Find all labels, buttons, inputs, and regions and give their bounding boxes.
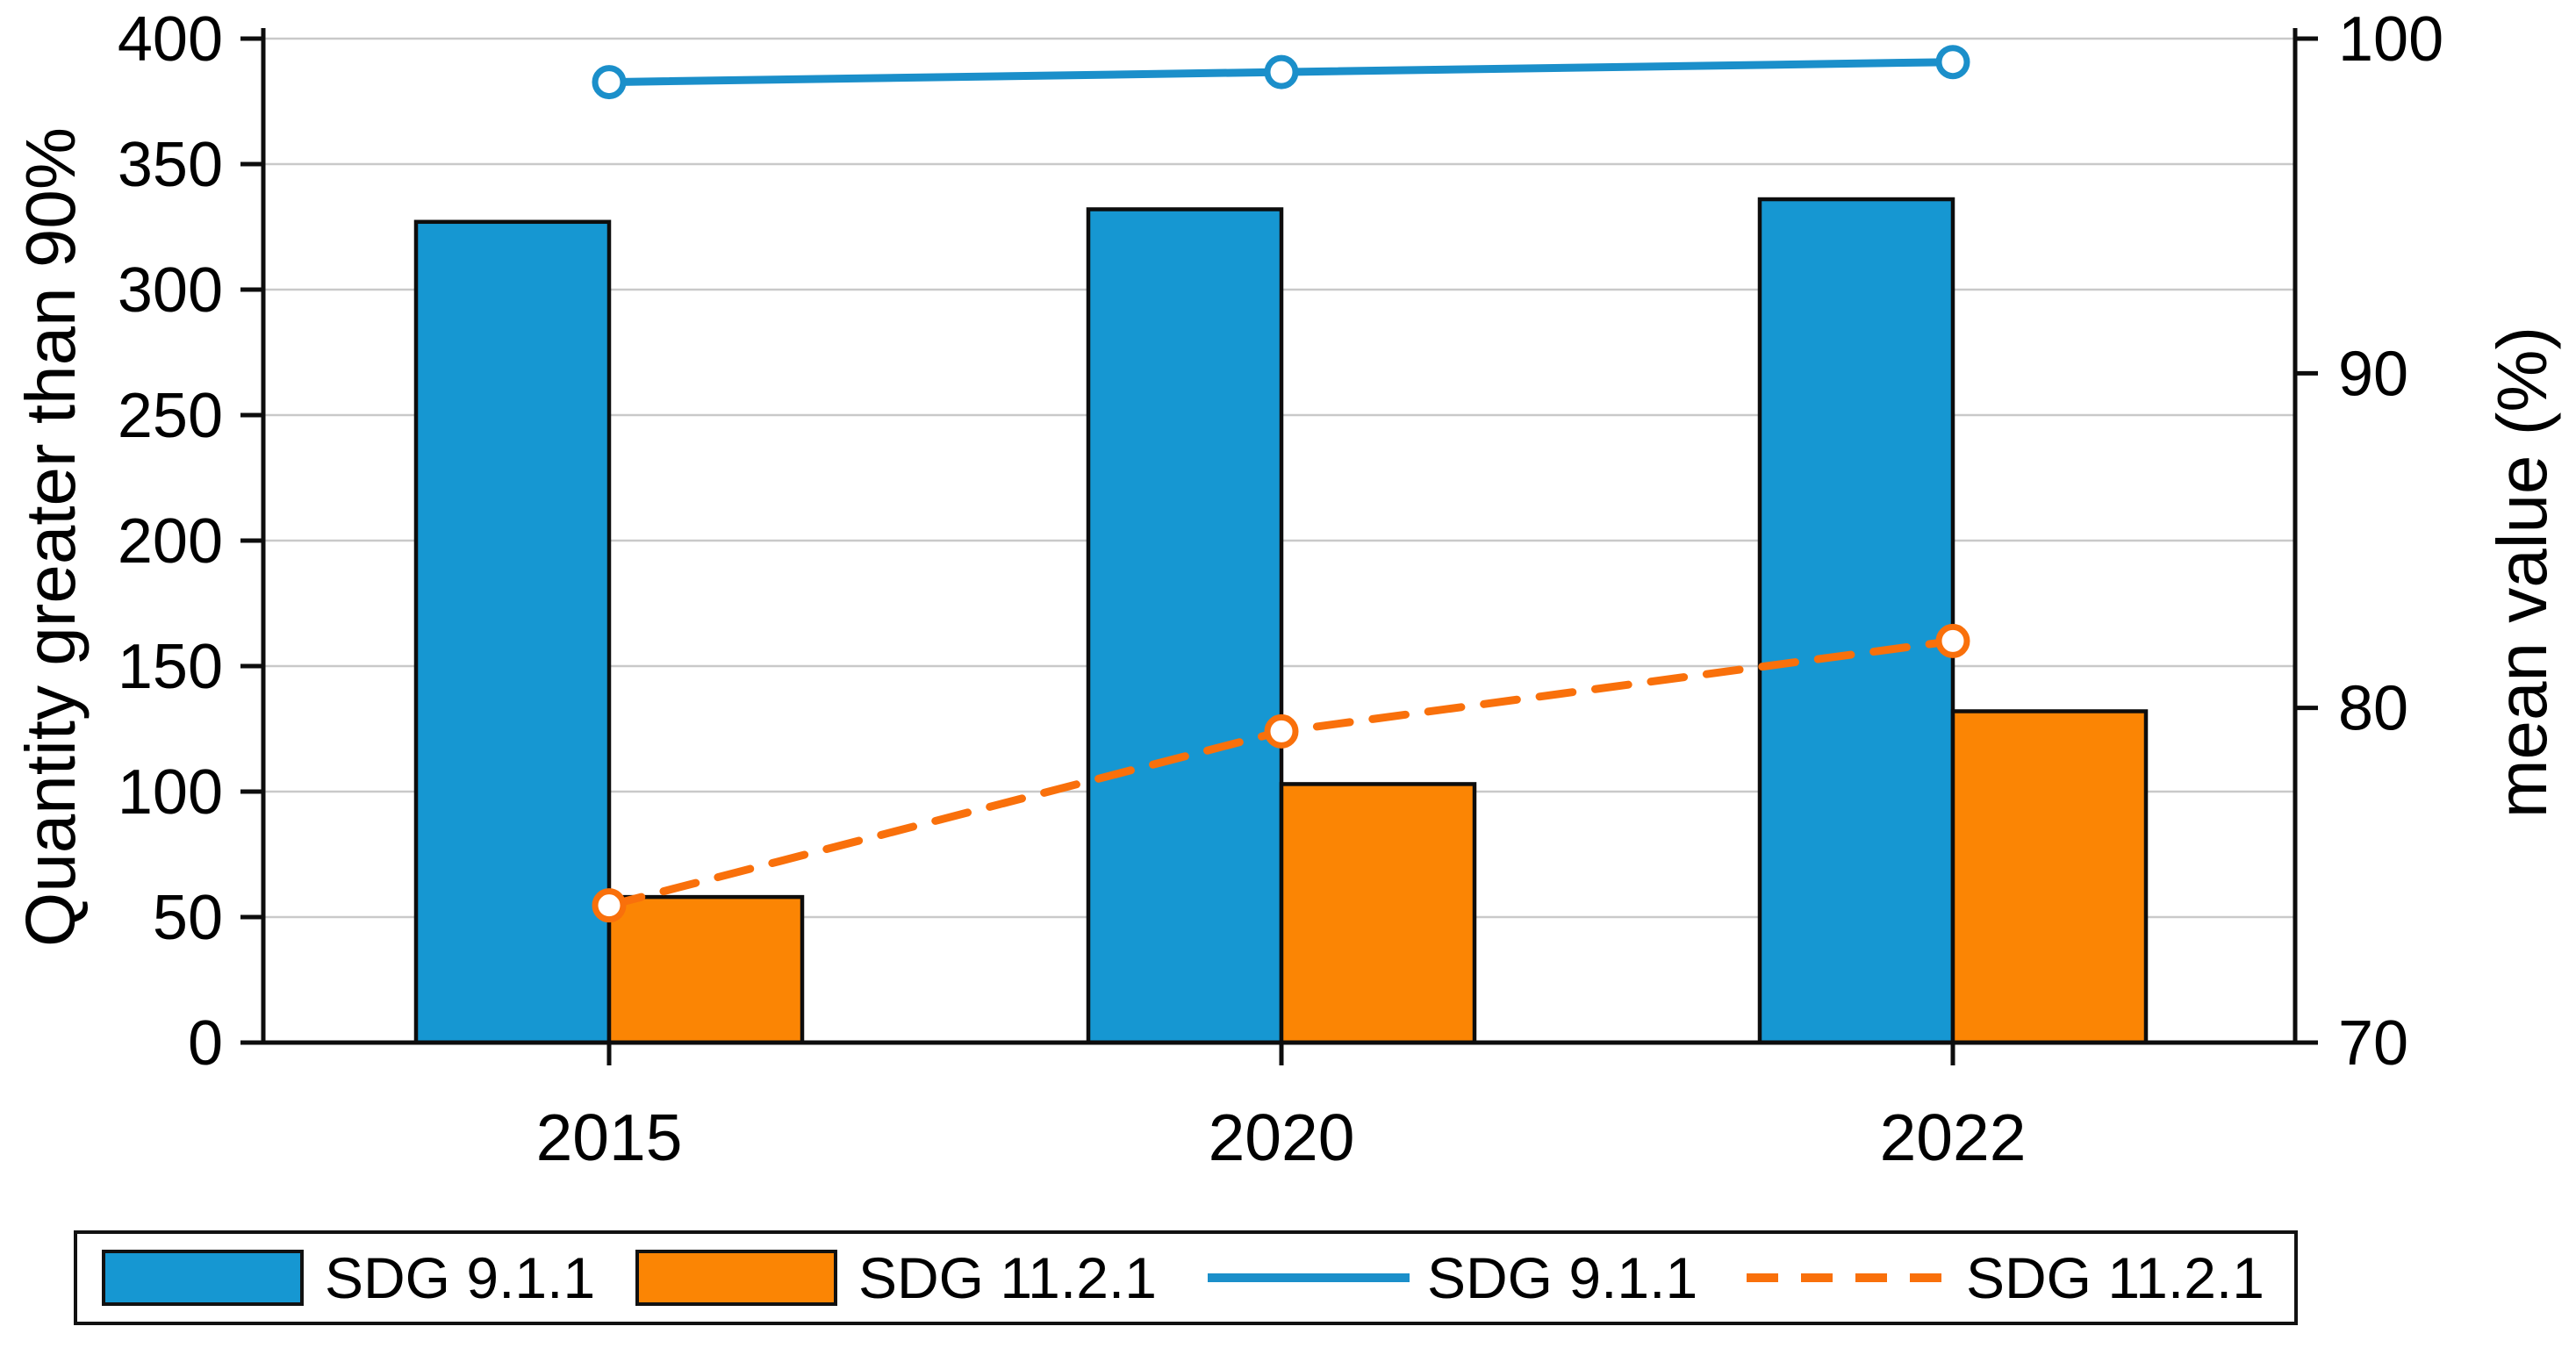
svg-text:200: 200 [118, 506, 223, 577]
svg-text:2022: 2022 [1880, 1100, 2027, 1174]
legend-dashed-line-sdg1121 [1747, 1273, 1945, 1282]
svg-text:100: 100 [2338, 4, 2443, 75]
svg-text:100: 100 [118, 757, 223, 828]
legend: SDG 9.1.1 SDG 11.2.1 SDG 9.1.1 SDG 11.2.… [74, 1230, 2298, 1325]
svg-text:150: 150 [118, 632, 223, 702]
svg-text:50: 50 [153, 883, 223, 953]
svg-text:0: 0 [188, 1008, 223, 1079]
svg-text:90: 90 [2338, 339, 2408, 409]
svg-text:80: 80 [2338, 674, 2408, 744]
svg-text:300: 300 [118, 255, 223, 326]
legend-label-line-sdg1121: SDG 11.2.1 [1966, 1245, 2264, 1310]
svg-text:70: 70 [2338, 1008, 2408, 1079]
legend-label-bar-sdg911: SDG 9.1.1 [325, 1245, 596, 1310]
svg-text:2015: 2015 [536, 1100, 683, 1174]
legend-label-bar-sdg1121: SDG 11.2.1 [858, 1245, 1157, 1310]
left-axis-title: Quantity greater than 90% [11, 127, 90, 947]
legend-label-line-sdg911: SDG 9.1.1 [1427, 1245, 1698, 1310]
svg-text:2020: 2020 [1209, 1100, 1355, 1174]
legend-solid-line-sdg911 [1208, 1273, 1410, 1282]
svg-text:400: 400 [118, 4, 223, 75]
legend-bar-swatch-sdg1121 [635, 1250, 837, 1306]
svg-text:250: 250 [118, 381, 223, 451]
right-axis-title: mean value (%) [2483, 326, 2561, 819]
svg-text:350: 350 [118, 130, 223, 200]
legend-bar-swatch-sdg911 [102, 1250, 304, 1306]
